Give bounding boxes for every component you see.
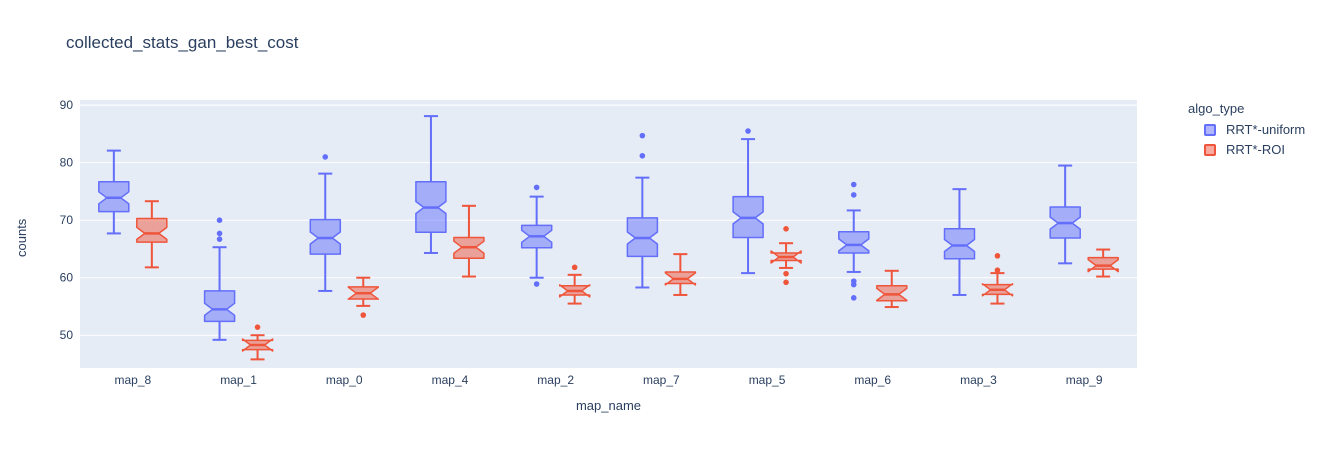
box-RRT*-ROI-map_3 <box>981 253 1014 305</box>
x-tick-label: map_3 <box>960 373 997 387</box>
x-tick-label: map_2 <box>537 373 574 387</box>
x-tick-label: map_6 <box>854 373 891 387</box>
legend: algo_type RRT*-uniform RRT*-ROI <box>1188 101 1305 162</box>
box-RRT*-uniform-map_3 <box>943 188 976 296</box>
outlier-point <box>745 128 751 134</box>
legend-item-label: RRT*-ROI <box>1226 142 1285 157</box>
outlier-point <box>254 324 261 330</box>
box-RRT*-ROI-map_1 <box>241 324 274 361</box>
box-body <box>136 217 168 243</box>
box-RRT*-uniform-map_6 <box>838 181 870 301</box>
box-RRT*-uniform-map_2 <box>520 184 553 287</box>
outlier-point <box>850 281 857 288</box>
x-tick-label: map_4 <box>432 373 469 387</box>
plot-area[interactable] <box>80 100 1137 368</box>
x-tick-label: map_1 <box>220 373 257 387</box>
outlier-point <box>533 281 540 287</box>
box-RRT*-uniform-map_5 <box>732 128 764 275</box>
box-RRT*-uniform-map_1 <box>203 217 236 341</box>
chart-title: collected_stats_gan_best_cost <box>66 33 299 52</box>
legend-title: algo_type <box>1188 101 1245 116</box>
box-RRT*-ROI-map_4 <box>453 204 485 278</box>
outlier-point <box>639 152 646 159</box>
x-axis-title: map_name <box>575 398 642 413</box>
box-RRT*-uniform-map_8 <box>98 149 130 235</box>
box-RRT*-ROI-map_8 <box>136 200 168 269</box>
box-RRT*-uniform-map_9 <box>1049 164 1081 265</box>
box-RRT*-uniform-map_7 <box>626 132 659 289</box>
box-body <box>838 230 870 254</box>
y-tick-label: 60 <box>60 271 74 285</box>
outlier-point <box>360 312 367 318</box>
outlier-point <box>850 295 857 301</box>
legend-swatch-uniform-icon <box>1204 123 1216 136</box>
outlier-point <box>216 236 223 242</box>
legend-swatch-roi-icon <box>1204 143 1216 156</box>
outlier-point <box>994 267 1001 274</box>
box-body <box>943 228 976 260</box>
legend-item-label: RRT*-uniform <box>1226 122 1306 137</box>
outlier-point <box>783 270 789 277</box>
legend-item-rrt-uniform[interactable]: RRT*-uniform <box>1188 122 1305 137</box>
box-RRT*-ROI-map_6 <box>876 269 908 309</box>
outlier-point <box>850 192 857 198</box>
outlier-point <box>639 132 646 139</box>
box-RRT*-ROI-map_9 <box>1087 248 1119 278</box>
x-tick-label: map_5 <box>749 373 786 387</box>
y-tick-label: 80 <box>60 156 74 170</box>
outlier-point <box>783 279 789 286</box>
outlier-point <box>571 264 578 271</box>
outlier-point <box>322 154 329 160</box>
box-RRT*-uniform-map_4 <box>415 115 447 254</box>
outlier-point <box>533 184 540 191</box>
outlier-point <box>216 230 223 237</box>
y-tick-label: 90 <box>60 98 74 112</box>
outlier-point <box>850 181 857 188</box>
box-RRT*-ROI-map_0 <box>347 276 380 318</box>
x-tick-label: map_0 <box>326 373 363 387</box>
outlier-point <box>216 217 223 223</box>
x-tick-label: map_9 <box>1066 373 1103 387</box>
box-body <box>203 290 236 323</box>
box-RRT*-ROI-map_7 <box>664 253 697 296</box>
box-RRT*-uniform-map_0 <box>309 154 342 292</box>
y-tick-label: 50 <box>60 328 74 342</box>
box-RRT*-ROI-map_2 <box>558 264 591 305</box>
x-tick-label: map_7 <box>643 373 680 387</box>
x-tick-label: map_8 <box>114 373 151 387</box>
box-RRT*-ROI-map_5 <box>770 226 802 286</box>
outlier-point <box>783 226 789 232</box>
legend-item-rrt-roi[interactable]: RRT*-ROI <box>1188 142 1305 157</box>
y-tick-label: 70 <box>60 213 74 227</box>
outlier-point <box>994 253 1001 259</box>
